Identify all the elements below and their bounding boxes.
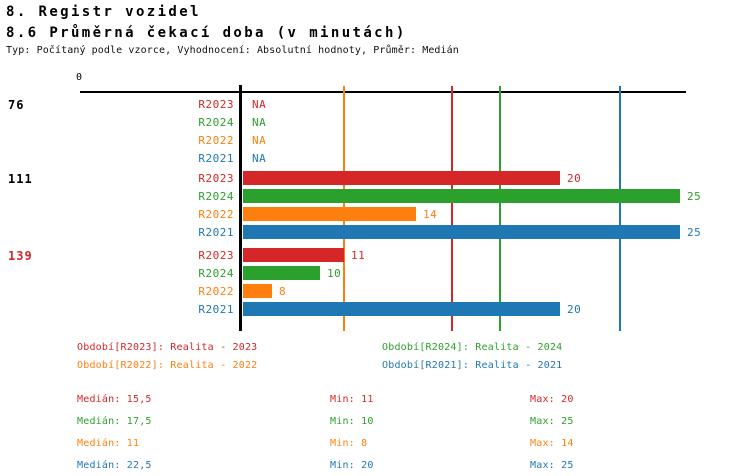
bar-value-label: 25 <box>687 190 702 203</box>
bar-value-label: 11 <box>351 249 366 262</box>
stat-max: Max: 14 <box>530 438 574 449</box>
bar-R2022 <box>243 207 416 221</box>
stat-min: Min: 20 <box>330 460 374 471</box>
stat-min: Min: 11 <box>330 394 374 405</box>
na-value-label: NA <box>252 98 267 111</box>
series-row-label: R2024 <box>198 116 234 129</box>
bar-R2021 <box>243 225 680 239</box>
stat-max: Max: 20 <box>530 394 574 405</box>
bar-R2024 <box>243 189 680 203</box>
stat-median: Medián: 15,5 <box>77 394 152 405</box>
stat-median: Medián: 17,5 <box>77 416 152 427</box>
bar-R2024 <box>243 266 320 280</box>
series-row-label: R2022 <box>198 134 234 147</box>
series-row-label: R2023 <box>198 98 234 111</box>
report-title: 8. Registr vozidel <box>6 4 201 20</box>
median-line-R2024 <box>499 86 501 331</box>
series-row-label: R2022 <box>198 285 234 298</box>
bar-value-label: 14 <box>423 208 438 221</box>
bar-value-label: 8 <box>279 285 287 298</box>
na-value-label: NA <box>252 152 267 165</box>
stat-max: Max: 25 <box>530 416 574 427</box>
bar-value-label: 20 <box>567 303 582 316</box>
series-row-label: R2024 <box>198 267 234 280</box>
series-row-label: R2023 <box>198 249 234 262</box>
stat-median: Medián: 22,5 <box>77 460 152 471</box>
stat-median: Medián: 11 <box>77 438 140 449</box>
bar-value-label: 10 <box>327 267 342 280</box>
bar-value-label: 20 <box>567 172 582 185</box>
series-row-label: R2021 <box>198 152 234 165</box>
legend-item-R2021: Období[R2021]: Realita - 2021 <box>382 360 563 371</box>
axis-zero-label: 0 <box>76 72 83 83</box>
stat-min: Min: 8 <box>330 438 368 449</box>
series-row-label: R2022 <box>198 208 234 221</box>
stat-min: Min: 10 <box>330 416 374 427</box>
bar-R2022 <box>243 284 272 298</box>
legend-item-R2023: Období[R2023]: Realita - 2023 <box>77 342 258 353</box>
series-row-label: R2024 <box>198 190 234 203</box>
series-row-label: R2021 <box>198 226 234 239</box>
report-meta: Typ: Počítaný podle vzorce, Vyhodnocení:… <box>6 45 459 56</box>
series-row-label: R2021 <box>198 303 234 316</box>
bar-R2023 <box>243 171 560 185</box>
category-axis-line <box>239 85 242 331</box>
series-row-label: R2023 <box>198 172 234 185</box>
stat-max: Max: 25 <box>530 460 574 471</box>
chart-top-line <box>80 91 686 93</box>
median-line-R2021 <box>619 86 621 331</box>
legend-item-R2024: Období[R2024]: Realita - 2024 <box>382 342 563 353</box>
chart-legend: Období[R2023]: Realita - 2023 Období[R202… <box>0 0 750 371</box>
bar-R2023 <box>243 248 344 262</box>
bar-chart: 0 76 R2023 NA R2024 NA R2022 NA R2021 NA 111 R2023 2… <box>8 72 702 331</box>
bar-value-label: 25 <box>687 226 702 239</box>
group-label: 111 <box>8 172 33 186</box>
median-line-R2023 <box>451 86 453 331</box>
na-value-label: NA <box>252 116 267 129</box>
group-label: 139 <box>8 249 33 263</box>
bar-R2021 <box>243 302 560 316</box>
legend-item-R2022: Období[R2022]: Realita - 2022 <box>77 360 258 371</box>
group-label: 76 <box>8 98 25 112</box>
report-subtitle: 8.6 Průměrná čekací doba (v minutách) <box>6 25 407 41</box>
na-value-label: NA <box>252 134 267 147</box>
